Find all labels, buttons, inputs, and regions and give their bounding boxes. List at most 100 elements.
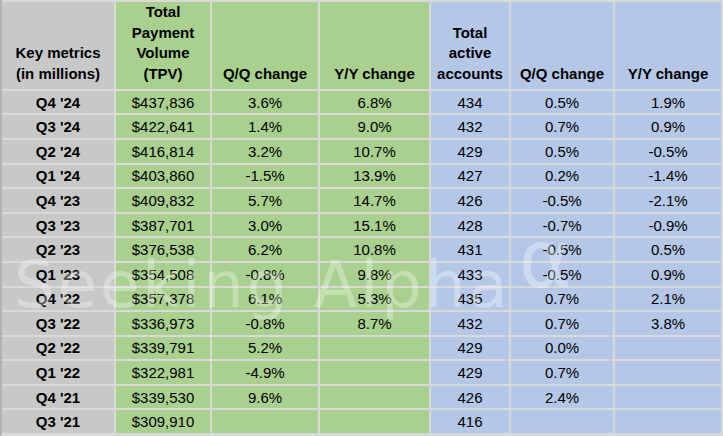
tpv-yy-change-cell: 10.7% — [320, 140, 429, 163]
table-row: Q2 '22$339,7915.2%4290.0% — [2, 337, 721, 360]
tpv-cell: $339,791 — [116, 337, 210, 360]
table-row: Q4 '21$339,5309.6% 4262.4% — [2, 386, 721, 409]
active-accounts-cell: 426 — [431, 386, 509, 409]
tpv-yy-change-cell — [320, 410, 429, 433]
table-row: Q2 '24$416,8143.2%10.7%4290.5%-0.5% — [2, 140, 721, 163]
tpv-qq-change-cell: -0.8% — [212, 263, 318, 286]
key-metrics-label-cell: Q2 '24 — [2, 140, 114, 163]
tpv-yy-change-cell: 13.9% — [320, 165, 429, 188]
active-accounts-cell: 435 — [431, 288, 509, 311]
active-accounts-cell: 427 — [431, 165, 509, 188]
accounts-qq-change-cell: 0.2% — [511, 165, 613, 188]
active-accounts-cell: 428 — [431, 214, 509, 237]
key-metrics-label-cell: Q4 '24 — [2, 91, 114, 114]
accounts-yy-change-cell — [615, 410, 721, 433]
key-metrics-label-cell: Q4 '23 — [2, 189, 114, 212]
accounts-yy-change-cell: -0.9% — [615, 214, 721, 237]
table-row: Q3 '22$336,973-0.8%8.7%4320.7%3.8% — [2, 312, 721, 335]
accounts-qq-change-cell: 0.7% — [511, 361, 613, 384]
tpv-cell: $357,378 — [116, 288, 210, 311]
tpv-yy-change-cell: 14.7% — [320, 189, 429, 212]
key-metrics-label-cell: Q3 '23 — [2, 214, 114, 237]
key-metrics-label-cell: Q1 '24 — [2, 165, 114, 188]
table-body: Q4 '24$437,8363.6%6.8%4340.5%1.9%Q3 '24$… — [2, 91, 721, 433]
active-accounts-cell: 432 — [431, 115, 509, 138]
tpv-yy-change-cell: 6.8% — [320, 91, 429, 114]
tpv-cell: $322,981 — [116, 361, 210, 384]
tpv-qq-change-cell: 6.2% — [212, 238, 318, 261]
tpv-qq-change-cell: -4.9% — [212, 361, 318, 384]
table-row: Q1 '22$322,981-4.9% 4290.7% — [2, 361, 721, 384]
tpv-cell: $336,973 — [116, 312, 210, 335]
accounts-qq-change-cell — [511, 410, 613, 433]
accounts-qq-change-cell: 0.7% — [511, 312, 613, 335]
tpv-cell: $339,530 — [116, 386, 210, 409]
accounts-yy-change-cell: 2.1% — [615, 288, 721, 311]
tpv-cell: $309,910 — [116, 410, 210, 433]
accounts-qq-change-cell: -0.5% — [511, 189, 613, 212]
tpv-cell: $409,832 — [116, 189, 210, 212]
tpv-cell: $403,860 — [116, 165, 210, 188]
accounts-qq-change-cell: 0.5% — [511, 140, 613, 163]
tpv-qq-change-cell: 3.0% — [212, 214, 318, 237]
tpv-yy-change-cell — [320, 386, 429, 409]
active-accounts-cell: 434 — [431, 91, 509, 114]
col-header-key-metrics: Key metrics (in millions) — [2, 2, 114, 89]
accounts-qq-change-cell: 2.4% — [511, 386, 613, 409]
metrics-table: Key metrics (in millions) Total Payment … — [0, 0, 723, 435]
tpv-yy-change-cell — [320, 337, 429, 360]
key-metrics-label-cell: Q3 '22 — [2, 312, 114, 335]
tpv-qq-change-cell: 5.7% — [212, 189, 318, 212]
tpv-qq-change-cell: 1.4% — [212, 115, 318, 138]
active-accounts-cell: 416 — [431, 410, 509, 433]
tpv-yy-change-cell: 5.3% — [320, 288, 429, 311]
key-metrics-label-cell: Q4 '22 — [2, 288, 114, 311]
active-accounts-cell: 426 — [431, 189, 509, 212]
col-header-accounts-qq-change: Q/Q change — [511, 2, 613, 89]
tpv-qq-change-cell: 3.6% — [212, 91, 318, 114]
col-header-active-accounts: Total active accounts — [431, 2, 509, 89]
accounts-yy-change-cell: -0.5% — [615, 140, 721, 163]
col-header-accounts-yy-change: Y/Y change — [615, 2, 721, 89]
tpv-qq-change-cell: 5.2% — [212, 337, 318, 360]
col-header-tpv-qq-change: Q/Q change — [212, 2, 318, 89]
accounts-yy-change-cell: 0.5% — [615, 238, 721, 261]
accounts-qq-change-cell: 0.7% — [511, 115, 613, 138]
accounts-yy-change-cell — [615, 361, 721, 384]
table-row: Q3 '21$309,910416 — [2, 410, 721, 433]
col-header-tpv-yy-change: Y/Y change — [320, 2, 429, 89]
tpv-yy-change-cell: 8.7% — [320, 312, 429, 335]
accounts-qq-change-cell: -0.5% — [511, 263, 613, 286]
table-row: Q4 '24$437,8363.6%6.8%4340.5%1.9% — [2, 91, 721, 114]
key-metrics-label-cell: Q4 '21 — [2, 386, 114, 409]
accounts-qq-change-cell: 0.7% — [511, 288, 613, 311]
active-accounts-cell: 433 — [431, 263, 509, 286]
accounts-yy-change-cell — [615, 386, 721, 409]
tpv-qq-change-cell: -0.8% — [212, 312, 318, 335]
accounts-yy-change-cell — [615, 337, 721, 360]
accounts-qq-change-cell: -0.5% — [511, 238, 613, 261]
key-metrics-label-cell: Q1 '22 — [2, 361, 114, 384]
tpv-yy-change-cell — [320, 361, 429, 384]
accounts-yy-change-cell: 3.8% — [615, 312, 721, 335]
table-row: Q3 '24$422,6411.4%9.0%4320.7%0.9% — [2, 115, 721, 138]
key-metrics-label-cell: Q1 '23 — [2, 263, 114, 286]
tpv-yy-change-cell: 10.8% — [320, 238, 429, 261]
tpv-qq-change-cell: 9.6% — [212, 386, 318, 409]
tpv-qq-change-cell — [212, 410, 318, 433]
active-accounts-cell: 429 — [431, 140, 509, 163]
accounts-yy-change-cell: 1.9% — [615, 91, 721, 114]
active-accounts-cell: 429 — [431, 361, 509, 384]
tpv-yy-change-cell: 9.0% — [320, 115, 429, 138]
table-row: Q1 '24$403,860-1.5%13.9%4270.2%-1.4% — [2, 165, 721, 188]
tpv-cell: $422,641 — [116, 115, 210, 138]
key-metrics-label-cell: Q2 '23 — [2, 238, 114, 261]
tpv-qq-change-cell: -1.5% — [212, 165, 318, 188]
tpv-yy-change-cell: 9.8% — [320, 263, 429, 286]
accounts-yy-change-cell: -1.4% — [615, 165, 721, 188]
table-row: Q2 '23$376,5386.2%10.8%431-0.5%0.5% — [2, 238, 721, 261]
tpv-cell: $354,508 — [116, 263, 210, 286]
accounts-qq-change-cell: 0.0% — [511, 337, 613, 360]
tpv-cell: $416,814 — [116, 140, 210, 163]
table-row: Q3 '23$387,7013.0%15.1%428-0.7%-0.9% — [2, 214, 721, 237]
